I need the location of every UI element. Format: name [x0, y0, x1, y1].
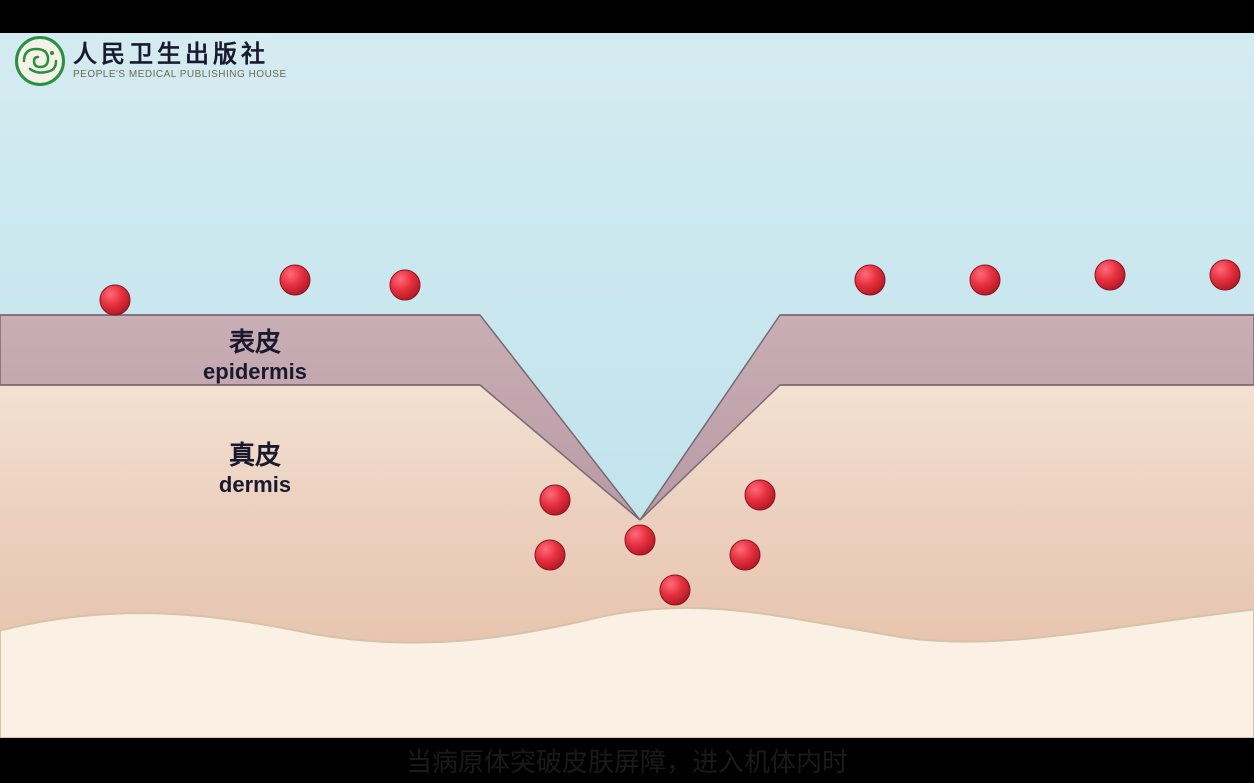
caption-subtitle: 当病原体突破皮肤屏障，进入机体内时 — [0, 742, 1254, 779]
publisher-name-en: PEOPLE'S MEDICAL PUBLISHING HOUSE — [73, 69, 287, 80]
publisher-seal-icon — [15, 36, 65, 86]
publisher-logo: 人民卫生出版社 PEOPLE'S MEDICAL PUBLISHING HOUS… — [15, 36, 287, 86]
dermis-label: 真皮 dermis — [175, 435, 335, 498]
pathogen-particle — [745, 480, 775, 510]
pathogen-particle — [970, 265, 1000, 295]
pathogen-particle — [730, 540, 760, 570]
diagram-stage: 人民卫生出版社 PEOPLE'S MEDICAL PUBLISHING HOUS… — [0, 0, 1254, 783]
publisher-name: 人民卫生出版社 PEOPLE'S MEDICAL PUBLISHING HOUS… — [73, 42, 287, 79]
pathogen-particle — [540, 485, 570, 515]
skin-cross-section-scene — [0, 33, 1254, 738]
pathogen-particle — [625, 525, 655, 555]
epidermis-label-cn: 表皮 — [175, 322, 335, 359]
pathogen-particle — [855, 265, 885, 295]
dermis-label-cn: 真皮 — [175, 435, 335, 472]
pathogen-particle — [535, 540, 565, 570]
pathogen-particle — [660, 575, 690, 605]
dermis-label-en: dermis — [175, 472, 335, 498]
epidermis-label: 表皮 epidermis — [175, 322, 335, 385]
pathogen-particle — [100, 285, 130, 315]
pathogen-particle — [1095, 260, 1125, 290]
pathogen-particle — [1210, 260, 1240, 290]
publisher-name-cn: 人民卫生出版社 — [73, 42, 287, 68]
letterbox-top — [0, 0, 1254, 33]
pathogen-particle — [280, 265, 310, 295]
pathogen-particle — [390, 270, 420, 300]
epidermis-label-en: epidermis — [175, 359, 335, 385]
